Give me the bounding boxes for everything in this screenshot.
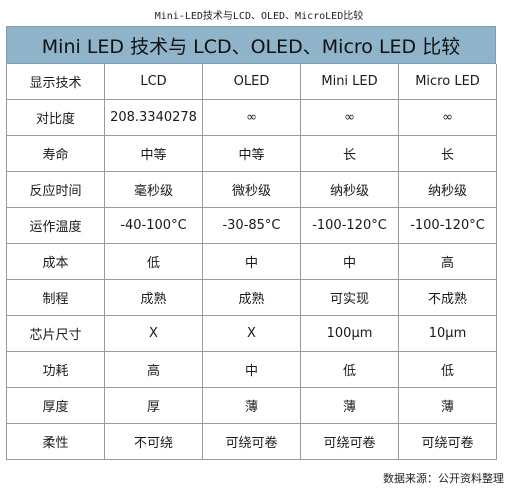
table-cell: 成熟 — [202, 279, 301, 316]
table-cell: 208.3340278 — [104, 99, 203, 136]
table-row-response-time: 反应时间 毫秒级 微秒级 纳秒级 纳秒级 — [6, 171, 497, 208]
table-cell: 中 — [202, 351, 301, 388]
table-row-chip-size: 芯片尺寸 X X 100μm 10μm — [6, 315, 497, 352]
header-cell-mini-led: Mini LED — [300, 64, 399, 100]
table-cell: 可绕可卷 — [398, 423, 497, 460]
comparison-table-container: Mini LED 技术与 LCD、OLED、Micro LED 比较 显示技术 … — [6, 26, 497, 460]
header-cell-micro-led: Micro LED — [398, 64, 497, 100]
table-cell: 可实现 — [300, 279, 399, 316]
row-label: 反应时间 — [6, 171, 105, 208]
table-cell: X — [104, 315, 203, 352]
table-cell: -100-120°C — [398, 207, 497, 244]
table-cell: 中等 — [104, 135, 203, 172]
table-cell: 长 — [398, 135, 497, 172]
table-cell: ∞ — [300, 99, 399, 136]
table-row-operating-temperature: 运作温度 -40-100°C -30-85°C -100-120°C -100-… — [6, 207, 497, 244]
table-row-flexibility: 柔性 不可绕 可绕可卷 可绕可卷 可绕可卷 — [6, 423, 497, 460]
table-cell: 薄 — [202, 387, 301, 424]
table-row-contrast: 对比度 208.3340278 ∞ ∞ ∞ — [6, 99, 497, 136]
table-cell: 可绕可卷 — [300, 423, 399, 460]
table-cell: 100μm — [300, 315, 399, 352]
row-label: 芯片尺寸 — [6, 315, 105, 352]
table-cell: 高 — [398, 243, 497, 280]
table-row-power: 功耗 高 中 低 低 — [6, 351, 497, 388]
row-label: 功耗 — [6, 351, 105, 388]
row-label: 寿命 — [6, 135, 105, 172]
table-cell: 10μm — [398, 315, 497, 352]
table-cell: 毫秒级 — [104, 171, 203, 208]
comparison-table: 显示技术 LCD OLED Mini LED Micro LED 对比度 208… — [6, 64, 497, 460]
row-label: 柔性 — [6, 423, 105, 460]
table-cell: X — [202, 315, 301, 352]
row-label: 运作温度 — [6, 207, 105, 244]
table-cell: 中 — [202, 243, 301, 280]
table-cell: 低 — [398, 351, 497, 388]
row-label: 厚度 — [6, 387, 105, 424]
table-cell: 薄 — [300, 387, 399, 424]
table-cell: 低 — [300, 351, 399, 388]
table-cell: 可绕可卷 — [202, 423, 301, 460]
table-cell: 中等 — [202, 135, 301, 172]
table-row-cost: 成本 低 中 中 高 — [6, 243, 497, 280]
row-label: 制程 — [6, 279, 105, 316]
table-cell: 成熟 — [104, 279, 203, 316]
row-label: 成本 — [6, 243, 105, 280]
table-cell: 薄 — [398, 387, 497, 424]
table-cell: 中 — [300, 243, 399, 280]
table-cell: 纳秒级 — [398, 171, 497, 208]
image-caption: Mini-LED技术与LCD、OLED、MicroLED比较 — [154, 11, 364, 22]
table-cell: 厚 — [104, 387, 203, 424]
table-cell: ∞ — [398, 99, 497, 136]
header-cell-oled: OLED — [202, 64, 301, 100]
header-cell-lcd: LCD — [104, 64, 203, 100]
table-cell: ∞ — [202, 99, 301, 136]
table-cell: -30-85°C — [202, 207, 301, 244]
table-cell: 微秒级 — [202, 171, 301, 208]
table-cell: 不成熟 — [398, 279, 497, 316]
table-cell: -100-120°C — [300, 207, 399, 244]
table-cell: 长 — [300, 135, 399, 172]
header-row: 显示技术 LCD OLED Mini LED Micro LED — [6, 64, 497, 100]
table-row-process: 制程 成熟 成熟 可实现 不成熟 — [6, 279, 497, 316]
table-cell: 高 — [104, 351, 203, 388]
row-label: 对比度 — [6, 99, 105, 136]
table-cell: 不可绕 — [104, 423, 203, 460]
table-title: Mini LED 技术与 LCD、OLED、Micro LED 比较 — [6, 26, 496, 64]
table-cell: 纳秒级 — [300, 171, 399, 208]
header-cell-label: 显示技术 — [6, 64, 105, 100]
data-source-note: 数据来源：公开资料整理 — [383, 472, 504, 485]
table-row-lifespan: 寿命 中等 中等 长 长 — [6, 135, 497, 172]
table-row-thickness: 厚度 厚 薄 薄 薄 — [6, 387, 497, 424]
table-cell: -40-100°C — [104, 207, 203, 244]
table-cell: 低 — [104, 243, 203, 280]
